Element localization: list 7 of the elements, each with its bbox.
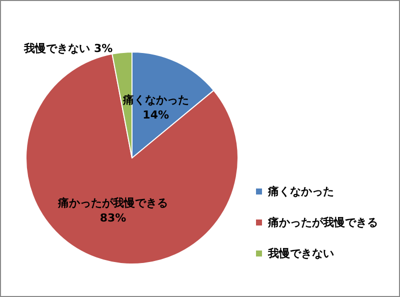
legend-label: 痛くなかった (267, 185, 334, 198)
slice-label: 痛かったが我慢できる (57, 196, 168, 210)
legend-label: 我慢できない (267, 247, 334, 260)
data-label: 14% (142, 108, 170, 122)
data-label: 83% (100, 212, 126, 225)
category-label: 我慢できない 3% (24, 42, 113, 55)
legend-label: 痛かったが我慢できる (267, 216, 378, 229)
